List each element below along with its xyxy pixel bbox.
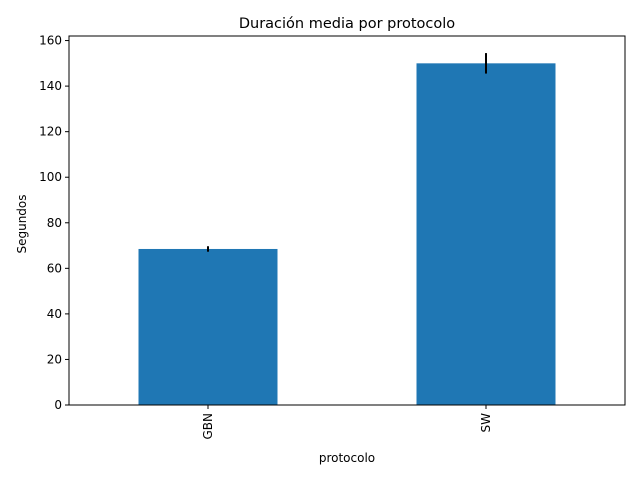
y-tick-label: 140: [39, 79, 62, 93]
bar-sw: [416, 63, 556, 405]
plot-area: 0 20 40 60 80 100 120 140 160 GBN SW: [39, 34, 626, 440]
y-axis-label: Segundos: [15, 194, 29, 253]
y-tick-label: 40: [47, 307, 62, 321]
x-axis-label: protocolo: [319, 451, 375, 465]
y-tick-label: 0: [54, 398, 62, 412]
chart-title: Duración media por protocolo: [239, 16, 455, 32]
y-tick-label: 100: [39, 170, 62, 184]
y-tick-label: 80: [47, 216, 62, 230]
x-tick-label-gbn: GBN: [201, 413, 215, 440]
x-tick-label-sw: SW: [479, 413, 493, 433]
axes-frame: [68, 35, 626, 406]
bar-gbn: [138, 248, 278, 405]
y-tick-label: 20: [47, 352, 62, 366]
y-tick-label: 60: [47, 261, 62, 275]
y-tick-label: 160: [39, 34, 62, 48]
y-tick-label: 120: [39, 125, 62, 139]
